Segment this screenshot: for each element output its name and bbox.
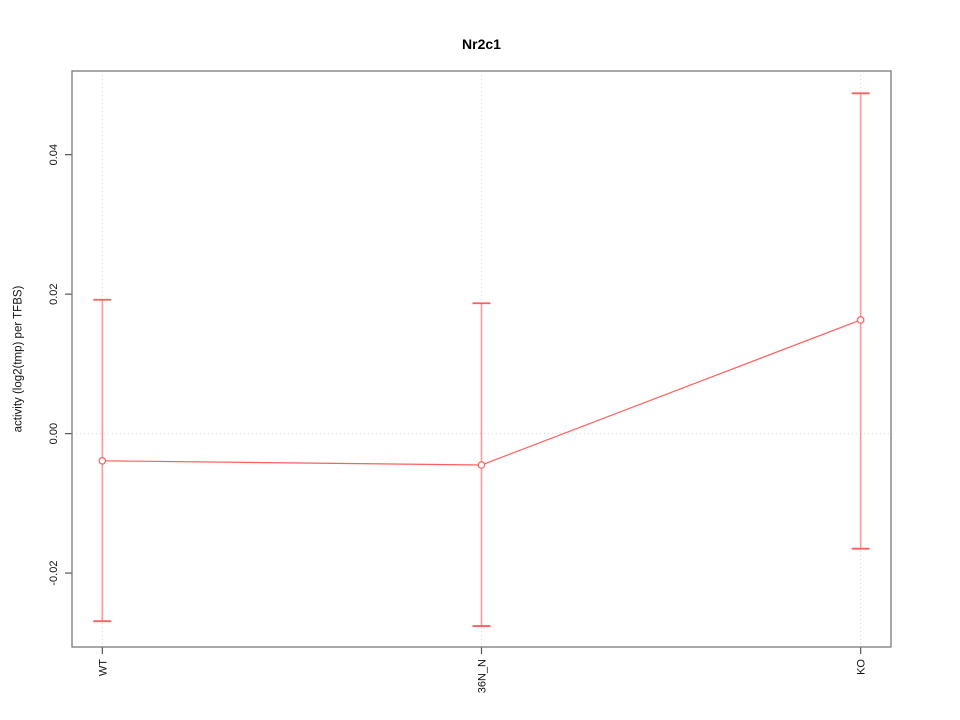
data-point xyxy=(856,316,865,324)
x-tick-label: KO xyxy=(856,659,868,675)
x-tick-label: 36N_N xyxy=(477,659,489,693)
chart-title: Nr2c1 xyxy=(462,36,501,52)
y-tick-label: 0.00 xyxy=(48,423,60,444)
data-point xyxy=(98,457,107,465)
plot-box xyxy=(71,70,892,648)
y-tick-label: 0.02 xyxy=(48,283,60,304)
y-tick-label: -0.02 xyxy=(48,561,60,586)
data-point xyxy=(477,461,486,469)
x-tick-label: WT xyxy=(97,659,109,676)
y-tick-label: 0.04 xyxy=(48,144,60,165)
